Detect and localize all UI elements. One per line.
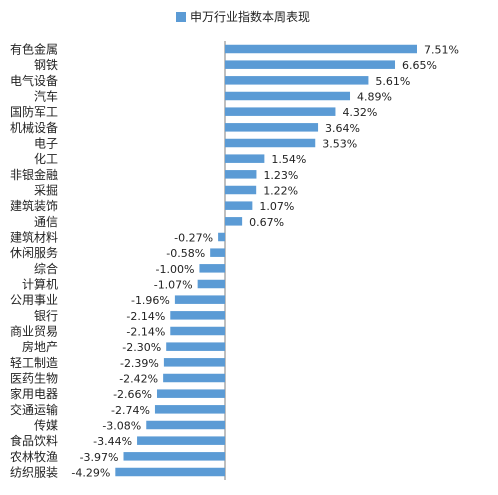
value-label: -2.39%	[120, 357, 159, 370]
category-label: 机械设备	[10, 120, 58, 135]
category-label: 国防军工	[10, 104, 58, 119]
value-label: 3.53%	[322, 138, 357, 151]
value-label: 6.65%	[402, 59, 437, 72]
value-label: -2.30%	[122, 341, 161, 354]
legend-label: 申万行业指数本周表现	[190, 9, 310, 24]
bar	[225, 60, 396, 69]
value-label: -3.97%	[80, 451, 119, 464]
bar	[199, 264, 225, 273]
value-label: -2.66%	[113, 388, 152, 401]
category-label: 家用电器	[10, 386, 58, 401]
bar	[225, 107, 336, 116]
category-label: 汽车	[34, 89, 58, 104]
bar	[197, 279, 225, 289]
category-label: 农林牧渔	[10, 450, 58, 464]
value-label: -0.58%	[166, 247, 205, 260]
bar	[210, 248, 225, 257]
bar	[218, 232, 225, 242]
bar	[170, 326, 225, 336]
value-label: 0.67%	[249, 216, 284, 229]
bar	[225, 138, 316, 148]
bar	[123, 452, 225, 461]
bar	[115, 467, 225, 477]
bar	[137, 436, 225, 445]
value-label: 4.89%	[357, 91, 392, 104]
category-label: 综合	[34, 261, 58, 276]
bar	[146, 420, 225, 430]
value-label: 4.32%	[342, 106, 377, 119]
category-label: 计算机	[22, 277, 58, 292]
category-label: 化工	[34, 152, 58, 166]
value-label: 3.64%	[325, 122, 360, 135]
value-label: -4.29%	[71, 467, 110, 480]
category-label: 传媒	[34, 418, 58, 433]
category-label: 建筑装饰	[10, 198, 58, 213]
bar	[225, 123, 319, 132]
value-label: 7.51%	[424, 44, 459, 57]
category-label: 有色金属	[10, 42, 58, 57]
bar	[170, 311, 225, 320]
category-label: 医药生物	[10, 372, 58, 386]
value-labels: 7.51% 6.65% 5.61% 4.89% 4.32% 3.64% 3.53% 1.54%…	[71, 44, 459, 480]
bar	[225, 185, 257, 195]
bars	[115, 44, 417, 477]
value-label: 1.07%	[259, 200, 294, 213]
value-label: 5.61%	[375, 75, 410, 88]
value-label: -1.07%	[154, 279, 193, 292]
bar	[225, 201, 253, 210]
value-label: 1.22%	[263, 185, 298, 198]
value-label: -3.44%	[93, 435, 132, 448]
category-label: 采掘	[34, 183, 58, 198]
value-label: -2.74%	[111, 404, 150, 417]
value-label: -2.14%	[126, 326, 165, 339]
bar	[174, 295, 225, 304]
value-label: -1.00%	[156, 263, 195, 276]
bar	[225, 44, 417, 54]
category-label: 纺织服装	[10, 466, 58, 480]
bar	[225, 91, 351, 101]
category-label: 建筑材料	[10, 230, 58, 245]
value-label: 1.54%	[271, 153, 306, 166]
chart-legend: 申万行业指数本周表现	[176, 9, 310, 24]
category-label: 食品饮料	[10, 433, 58, 448]
bar	[163, 358, 225, 367]
value-label: -3.08%	[102, 420, 141, 433]
category-label: 通信	[34, 215, 58, 229]
bar	[225, 154, 265, 163]
category-label: 休闲服务	[10, 245, 58, 260]
category-label: 轻工制造	[10, 356, 58, 370]
category-label: 钢铁	[34, 58, 58, 72]
value-label: -2.42%	[119, 373, 158, 386]
category-label: 公用事业	[10, 293, 58, 307]
legend-swatch	[176, 12, 186, 22]
value-label: -2.14%	[126, 310, 165, 323]
category-label: 房地产	[22, 339, 58, 354]
value-label: -0.27%	[174, 232, 213, 245]
category-label: 交通运输	[10, 402, 58, 417]
bar	[225, 217, 243, 226]
bar	[225, 170, 257, 179]
category-label: 银行	[34, 309, 58, 323]
value-label: 1.23%	[263, 169, 298, 182]
bar	[225, 76, 369, 85]
category-labels: 有色金属钢铁电气设备汽车国防军工机械设备电子化工非银金融采掘建筑装饰通信建筑材料…	[10, 42, 58, 480]
bar	[166, 342, 225, 351]
value-label: -1.96%	[131, 294, 170, 307]
category-label: 电子	[34, 137, 58, 151]
category-label: 电气设备	[10, 73, 58, 88]
bar	[163, 373, 225, 383]
category-label: 商业贸易	[10, 324, 58, 339]
category-label: 非银金融	[10, 167, 58, 182]
bar	[156, 389, 225, 398]
bar	[154, 405, 225, 414]
